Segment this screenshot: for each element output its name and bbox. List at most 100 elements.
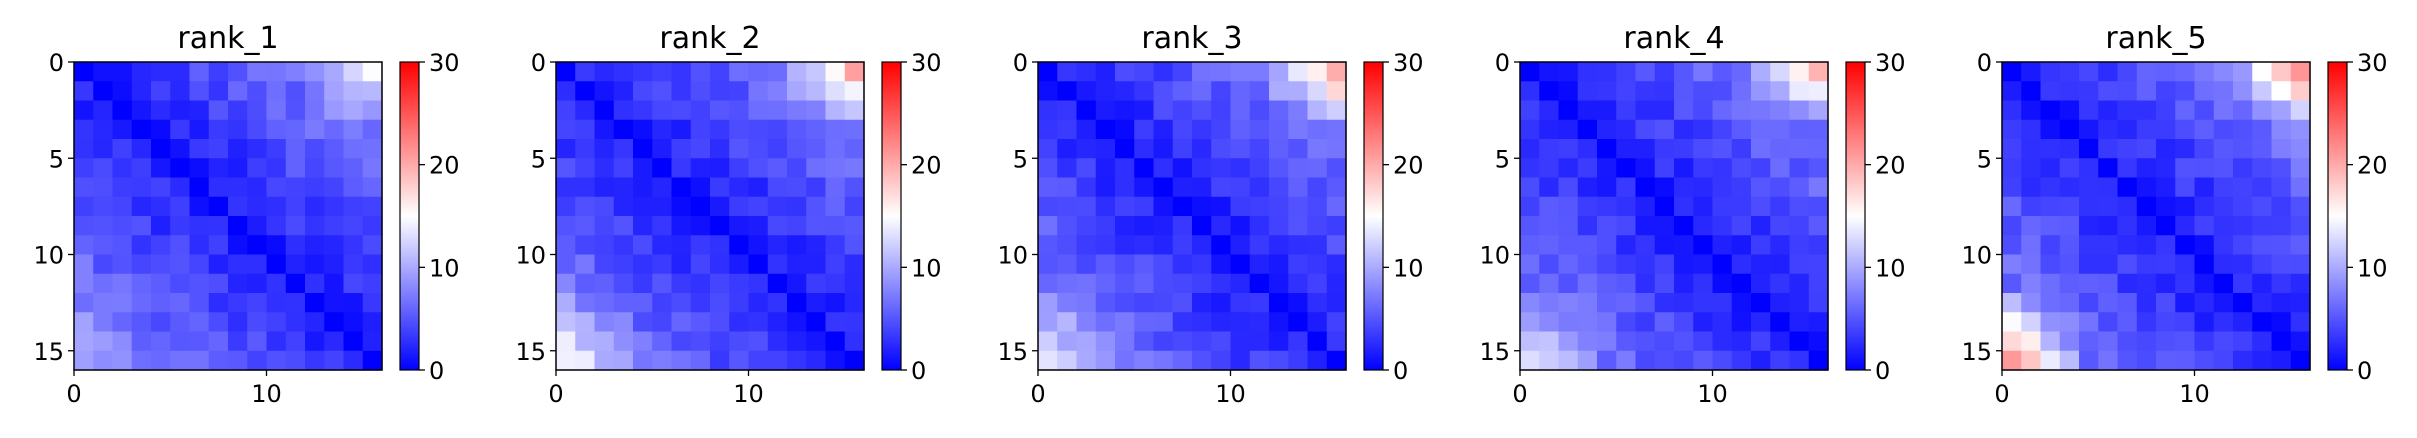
heatmap-cell	[671, 331, 692, 352]
heatmap-cell	[2136, 216, 2157, 236]
heatmap-cell	[2021, 62, 2042, 82]
heatmap-cell	[1211, 81, 1232, 102]
heatmap-cell	[151, 293, 171, 313]
heatmap-cell	[1153, 196, 1174, 217]
heatmap-cell	[151, 235, 171, 256]
heatmap-cell	[2002, 158, 2022, 179]
colorbar-tick-label: 20	[429, 152, 460, 180]
heatmap-cell	[1076, 177, 1097, 198]
heatmap-cell	[1539, 235, 1560, 256]
heatmap-cell	[170, 139, 191, 159]
heatmap-cell	[170, 196, 191, 217]
heatmap-cell	[247, 254, 268, 275]
heatmap-cell	[305, 196, 325, 217]
heatmap-cell	[1307, 119, 1328, 140]
heatmap-cell	[1153, 62, 1174, 82]
heatmap-cell	[1307, 81, 1328, 102]
heatmap-cell	[2002, 216, 2022, 236]
heatmap-cell	[1712, 119, 1733, 140]
heatmap-cell	[1693, 119, 1714, 140]
heatmap-cell	[2252, 235, 2273, 256]
heatmap-cell	[2117, 293, 2138, 313]
heatmap-cell	[305, 350, 325, 371]
heatmap-cell	[1153, 350, 1174, 371]
heatmap-cell	[1789, 196, 1810, 217]
heatmap-cell	[1192, 350, 1212, 371]
heatmap-cell	[1693, 81, 1714, 102]
heatmap-cell	[2252, 119, 2273, 140]
heatmap-cell	[1134, 119, 1155, 140]
heatmap-cell	[324, 62, 345, 82]
heatmap-cell	[2079, 350, 2099, 371]
heatmap-cell	[2079, 254, 2099, 275]
heatmap-cell	[2194, 293, 2215, 313]
heatmap-cell	[228, 235, 248, 256]
heatmap-cell	[2040, 235, 2061, 256]
heatmap-cell	[1693, 312, 1714, 333]
heatmap-cell	[93, 177, 114, 198]
heatmap-cell	[151, 177, 171, 198]
heatmap-cell	[690, 312, 711, 333]
heatmap-cell	[575, 177, 596, 198]
heatmap-cell	[1616, 100, 1637, 121]
heatmap-cell	[2194, 254, 2215, 275]
heatmap-cell	[2175, 216, 2196, 236]
heatmap-cell	[1635, 312, 1656, 333]
heatmap-cell	[1307, 196, 1328, 217]
heatmap-cell	[1269, 119, 1289, 140]
heatmap-cell	[710, 216, 730, 236]
heatmap-cell	[1134, 235, 1155, 256]
heatmap-cell	[1674, 196, 1694, 217]
heatmap-cell	[2079, 196, 2099, 217]
colorbar-tick-label: 10	[1875, 254, 1906, 282]
heatmap-cell	[362, 331, 383, 352]
heatmap-cell	[1249, 216, 1270, 236]
heatmap-cell	[671, 81, 692, 102]
heatmap-cell	[2175, 139, 2196, 159]
heatmap-cell	[1307, 312, 1328, 333]
heatmap-cell	[285, 81, 306, 102]
heatmap-cell	[228, 62, 248, 82]
heatmap-cell	[1288, 196, 1309, 217]
heatmap-cell	[1192, 273, 1212, 294]
heatmap-cell	[285, 100, 306, 121]
heatmap-cell	[806, 177, 827, 198]
heatmap-cell	[112, 273, 133, 294]
heatmap-cell	[112, 158, 133, 179]
heatmap-cell	[2117, 139, 2138, 159]
heatmap-cell	[690, 196, 711, 217]
heatmap-cell	[1153, 331, 1174, 352]
heatmap-cell	[305, 158, 325, 179]
heatmap-cell	[170, 331, 191, 352]
heatmap-cell	[1211, 331, 1232, 352]
heatmap-cell	[2136, 331, 2157, 352]
heatmap-cell	[1288, 216, 1309, 236]
heatmap-cell	[671, 196, 692, 217]
heatmap-cell	[2290, 293, 2311, 313]
heatmap-cell	[1770, 350, 1791, 371]
heatmap-cell	[767, 254, 788, 275]
heatmap-cell	[1577, 293, 1598, 313]
heatmap-cell	[1558, 216, 1579, 236]
y-tick-label: 15	[515, 338, 546, 366]
heatmap-cell	[343, 139, 364, 159]
colorbar-tick-label: 30	[1393, 49, 1424, 77]
y-tick-label: 15	[1479, 338, 1510, 366]
heatmap-cell	[575, 216, 596, 236]
heatmap-cell	[324, 177, 345, 198]
heatmap-cell	[2290, 177, 2311, 198]
heatmap-cell	[787, 273, 807, 294]
heatmap-cell	[2252, 293, 2273, 313]
heatmap-cell	[825, 81, 846, 102]
heatmap-cell	[690, 177, 711, 198]
heatmap-cell	[228, 331, 248, 352]
heatmap-cell	[1288, 312, 1309, 333]
heatmap-cell	[1038, 62, 1058, 82]
heatmap-cell	[1057, 100, 1078, 121]
heatmap-cell	[1520, 62, 1540, 82]
heatmap-cell	[1520, 196, 1540, 217]
heatmap-cell	[690, 100, 711, 121]
heatmap-cell	[1288, 273, 1309, 294]
heatmap-cell	[1153, 235, 1174, 256]
